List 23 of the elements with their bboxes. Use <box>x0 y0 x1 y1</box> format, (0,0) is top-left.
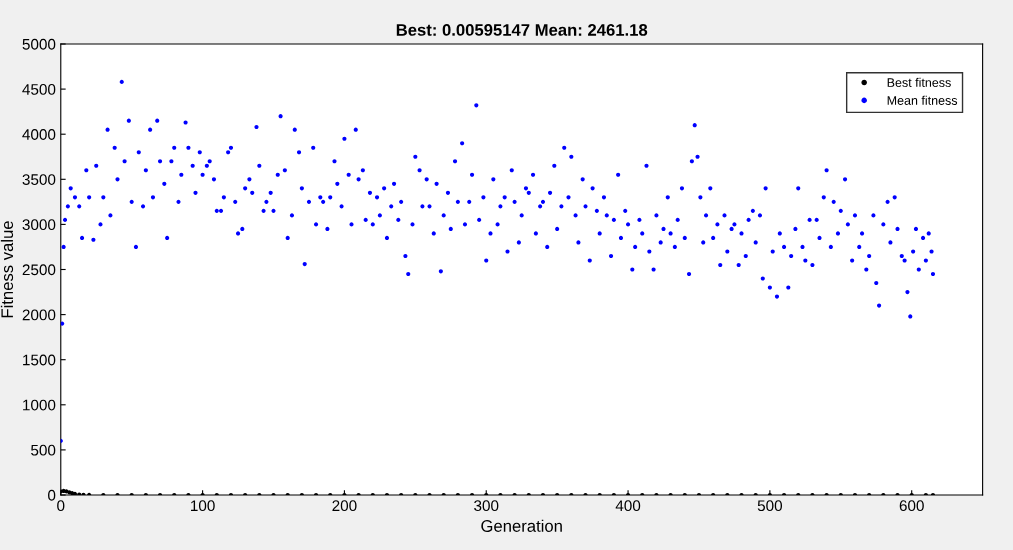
x-tick-label: 200 <box>332 500 357 512</box>
x-tick-label: 500 <box>757 500 783 512</box>
y-axis-title: Fitness value <box>0 221 14 318</box>
y-tick-label: 500 <box>31 444 56 456</box>
x-axis-title: Generation <box>481 519 562 532</box>
y-tick-label: 2000 <box>22 309 56 321</box>
y-tick-label: 4000 <box>22 129 56 140</box>
legend-label: Best fitness <box>887 77 951 87</box>
y-tick-label: 0 <box>48 489 56 501</box>
legend-label: Mean fitness <box>887 95 958 105</box>
y-tick-label: 3000 <box>22 219 56 231</box>
y-tick-label: 4500 <box>22 83 56 95</box>
x-tick-label: 300 <box>474 500 499 512</box>
y-tick-label: 1000 <box>23 399 56 411</box>
y-tick-label: 2500 <box>22 264 56 276</box>
x-tick-label: 400 <box>615 500 641 512</box>
y-tick-label: 1500 <box>23 354 56 366</box>
y-tick-label: 5000 <box>22 38 56 50</box>
chart-title: Best: 0.00595147 Mean: 2461.18 <box>396 24 648 36</box>
x-tick-label: 600 <box>899 500 924 512</box>
x-tick-label: 100 <box>191 500 215 512</box>
y-tick-label: 3500 <box>22 174 56 185</box>
x-tick-label: 0 <box>57 500 65 512</box>
